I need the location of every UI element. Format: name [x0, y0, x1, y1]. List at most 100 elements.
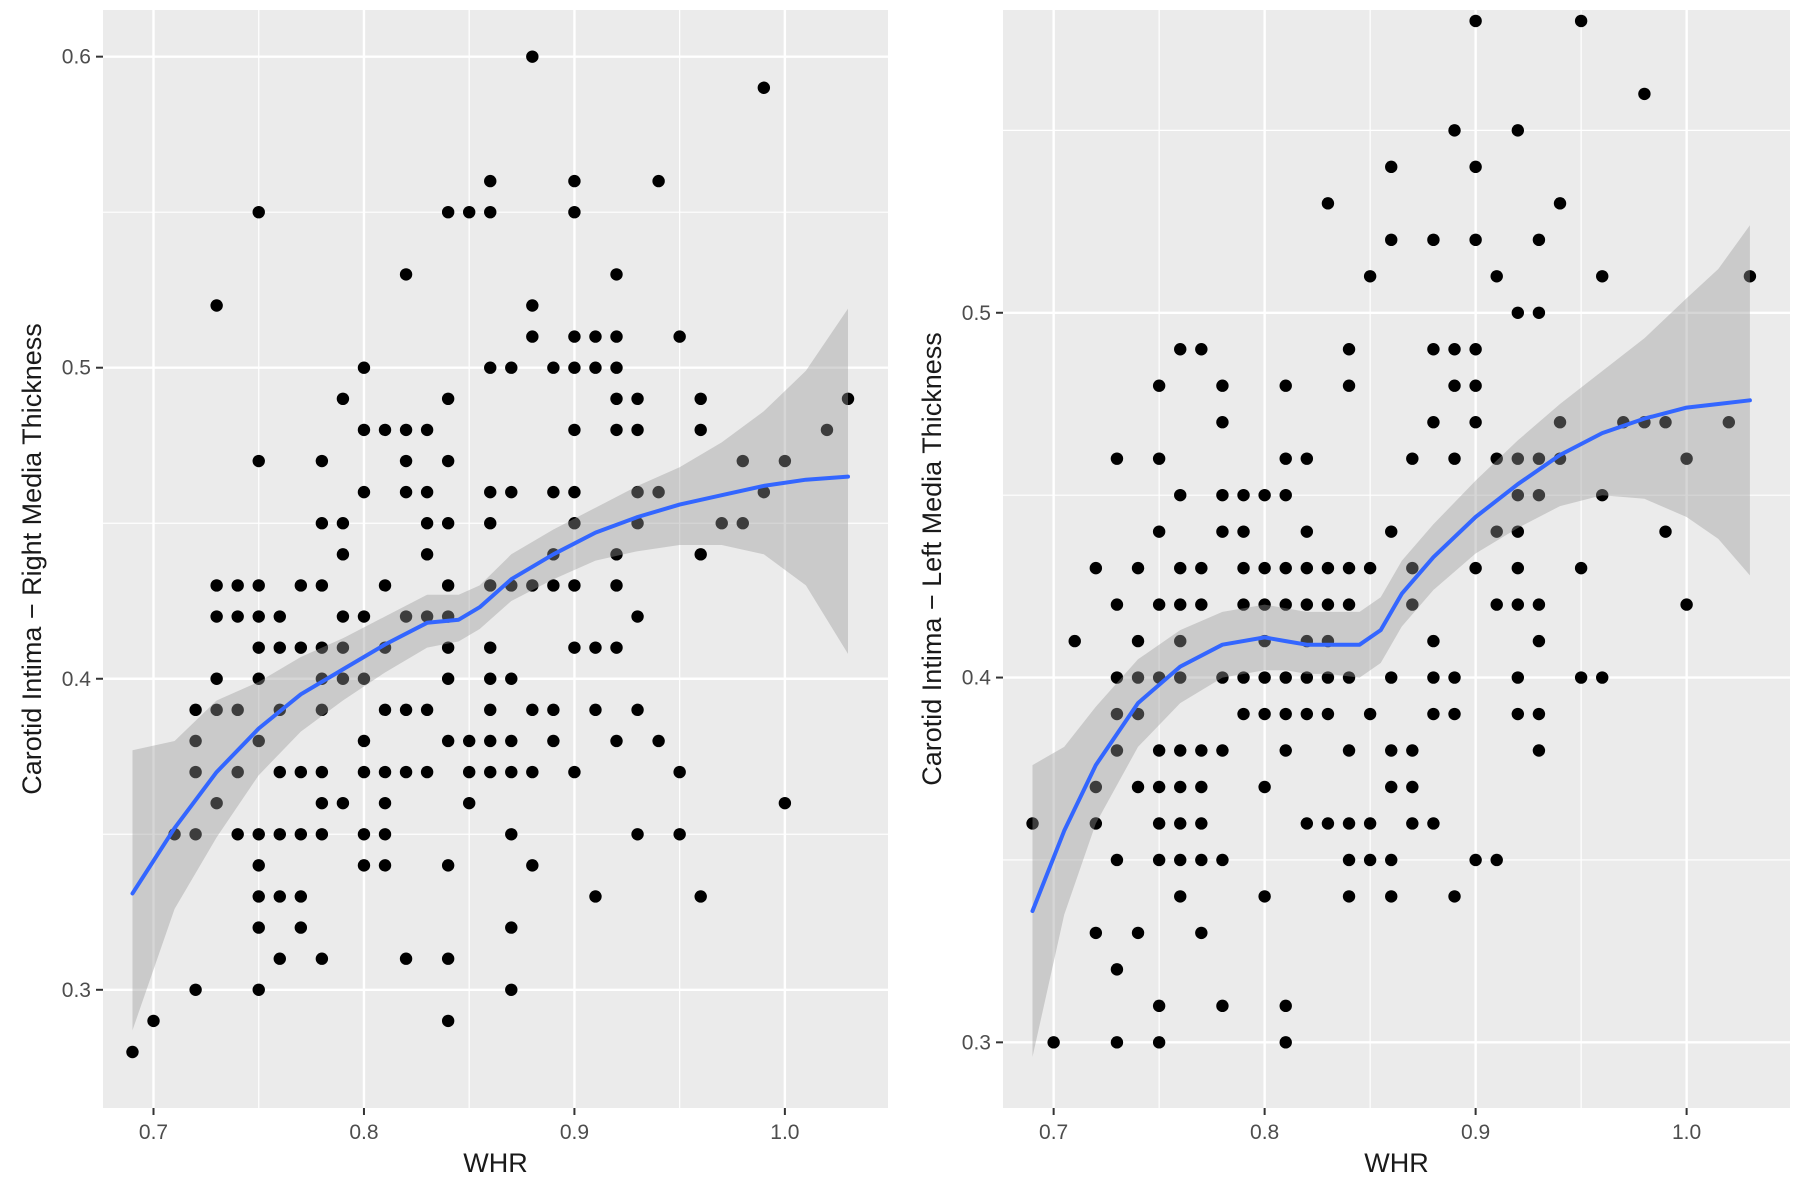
right-data-point	[1110, 452, 1124, 465]
left-data-point	[610, 361, 623, 374]
left-data-point	[568, 330, 581, 343]
right-data-point	[1174, 343, 1187, 356]
left-data-point	[378, 828, 392, 841]
right-data-point	[1406, 452, 1419, 465]
left-data-point	[673, 828, 686, 841]
right-data-point	[1427, 343, 1440, 356]
left-data-point	[273, 952, 286, 965]
right-data-point	[1279, 488, 1292, 502]
right-data-point	[1174, 780, 1187, 794]
right-data-point	[1258, 488, 1271, 502]
right-data-point	[1511, 124, 1525, 137]
left-data-point	[778, 454, 792, 468]
left-data-point	[336, 796, 350, 810]
right-data-point	[1237, 671, 1250, 684]
left-data-point	[399, 610, 413, 623]
left-data-point	[252, 610, 265, 623]
left-data-point	[399, 423, 413, 437]
right-data-point	[1174, 744, 1187, 757]
left-data-point	[484, 672, 497, 685]
left-data-point	[484, 485, 497, 499]
right-data-point	[1300, 707, 1314, 721]
left-data-point	[631, 703, 644, 717]
left-data-point	[462, 765, 476, 779]
right-data-point	[1448, 452, 1461, 465]
left-data-point	[652, 485, 665, 499]
right-x-axis-title: WHR	[1364, 1148, 1428, 1178]
right-data-point	[1300, 598, 1314, 611]
left-data-point	[526, 330, 539, 343]
right-data-point	[1110, 671, 1124, 684]
right-chart: 0.7 0.8 0.9 1.0 0.3 0.4 0.5 WHR Carotid Intima −…	[917, 10, 1790, 1178]
left-data-point	[484, 765, 497, 779]
right-data-point	[1152, 379, 1166, 392]
right-data-point	[1300, 671, 1314, 684]
right-data-point	[1490, 525, 1503, 538]
right-data-point	[1321, 707, 1335, 721]
left-data-point	[631, 423, 644, 437]
right-data-point	[1469, 343, 1482, 356]
left-data-point	[568, 641, 581, 654]
left-data-point	[441, 859, 455, 872]
right-data-point	[1258, 561, 1271, 575]
left-data-point	[631, 485, 644, 499]
left-data-point	[462, 796, 476, 810]
left-data-point	[462, 205, 476, 219]
right-data-point	[1068, 634, 1081, 648]
right-data-point	[1490, 598, 1503, 611]
right-data-point	[1047, 1036, 1060, 1049]
right-data-point	[1743, 270, 1757, 283]
right-data-point	[1490, 270, 1503, 283]
left-plot-panel	[103, 10, 888, 1108]
right-data-point	[1574, 671, 1588, 684]
right-data-point	[1469, 416, 1482, 429]
right-data-point	[1532, 634, 1546, 648]
left-data-point	[484, 361, 497, 374]
left-data-point	[420, 423, 434, 437]
left-data-point	[189, 765, 202, 779]
right-data-point	[1279, 561, 1292, 575]
left-data-point	[462, 734, 476, 748]
right-data-point	[1427, 416, 1440, 429]
left-y-tick-label: 0.5	[62, 357, 91, 380]
right-data-point	[1174, 598, 1187, 611]
right-data-point	[1448, 890, 1461, 903]
left-data-point	[484, 734, 497, 748]
right-data-point	[1511, 488, 1525, 502]
left-data-point	[315, 703, 329, 717]
right-data-point	[1152, 1036, 1166, 1049]
right-data-point	[1258, 890, 1271, 903]
left-data-point	[568, 423, 581, 437]
right-data-point	[1279, 598, 1292, 611]
left-data-point	[589, 703, 602, 717]
left-data-point	[273, 828, 286, 841]
left-data-point	[526, 765, 539, 779]
right-data-point	[1342, 379, 1356, 392]
right-data-point	[1279, 671, 1292, 684]
left-data-point	[568, 765, 581, 779]
left-data-point	[715, 517, 728, 530]
left-data-point	[273, 610, 286, 623]
left-data-point	[399, 765, 413, 779]
left-data-point	[673, 330, 686, 343]
right-data-point	[1659, 525, 1672, 538]
left-data-point	[315, 765, 329, 779]
left-data-point	[231, 610, 244, 623]
right-data-point	[1131, 926, 1145, 940]
right-data-point	[1385, 233, 1398, 247]
left-data-point	[357, 485, 371, 499]
left-data-point	[294, 579, 308, 592]
right-data-point	[1300, 452, 1314, 465]
right-data-point	[1321, 817, 1335, 830]
left-data-point	[336, 610, 350, 623]
left-data-point	[505, 765, 518, 779]
right-data-point	[1258, 671, 1271, 684]
left-data-point	[441, 454, 455, 468]
left-data-point	[441, 952, 455, 965]
right-data-point	[1174, 817, 1187, 830]
right-data-point	[1385, 744, 1398, 757]
left-data-point	[147, 1014, 160, 1028]
right-data-point	[1110, 1036, 1124, 1049]
right-data-point	[1342, 890, 1356, 903]
